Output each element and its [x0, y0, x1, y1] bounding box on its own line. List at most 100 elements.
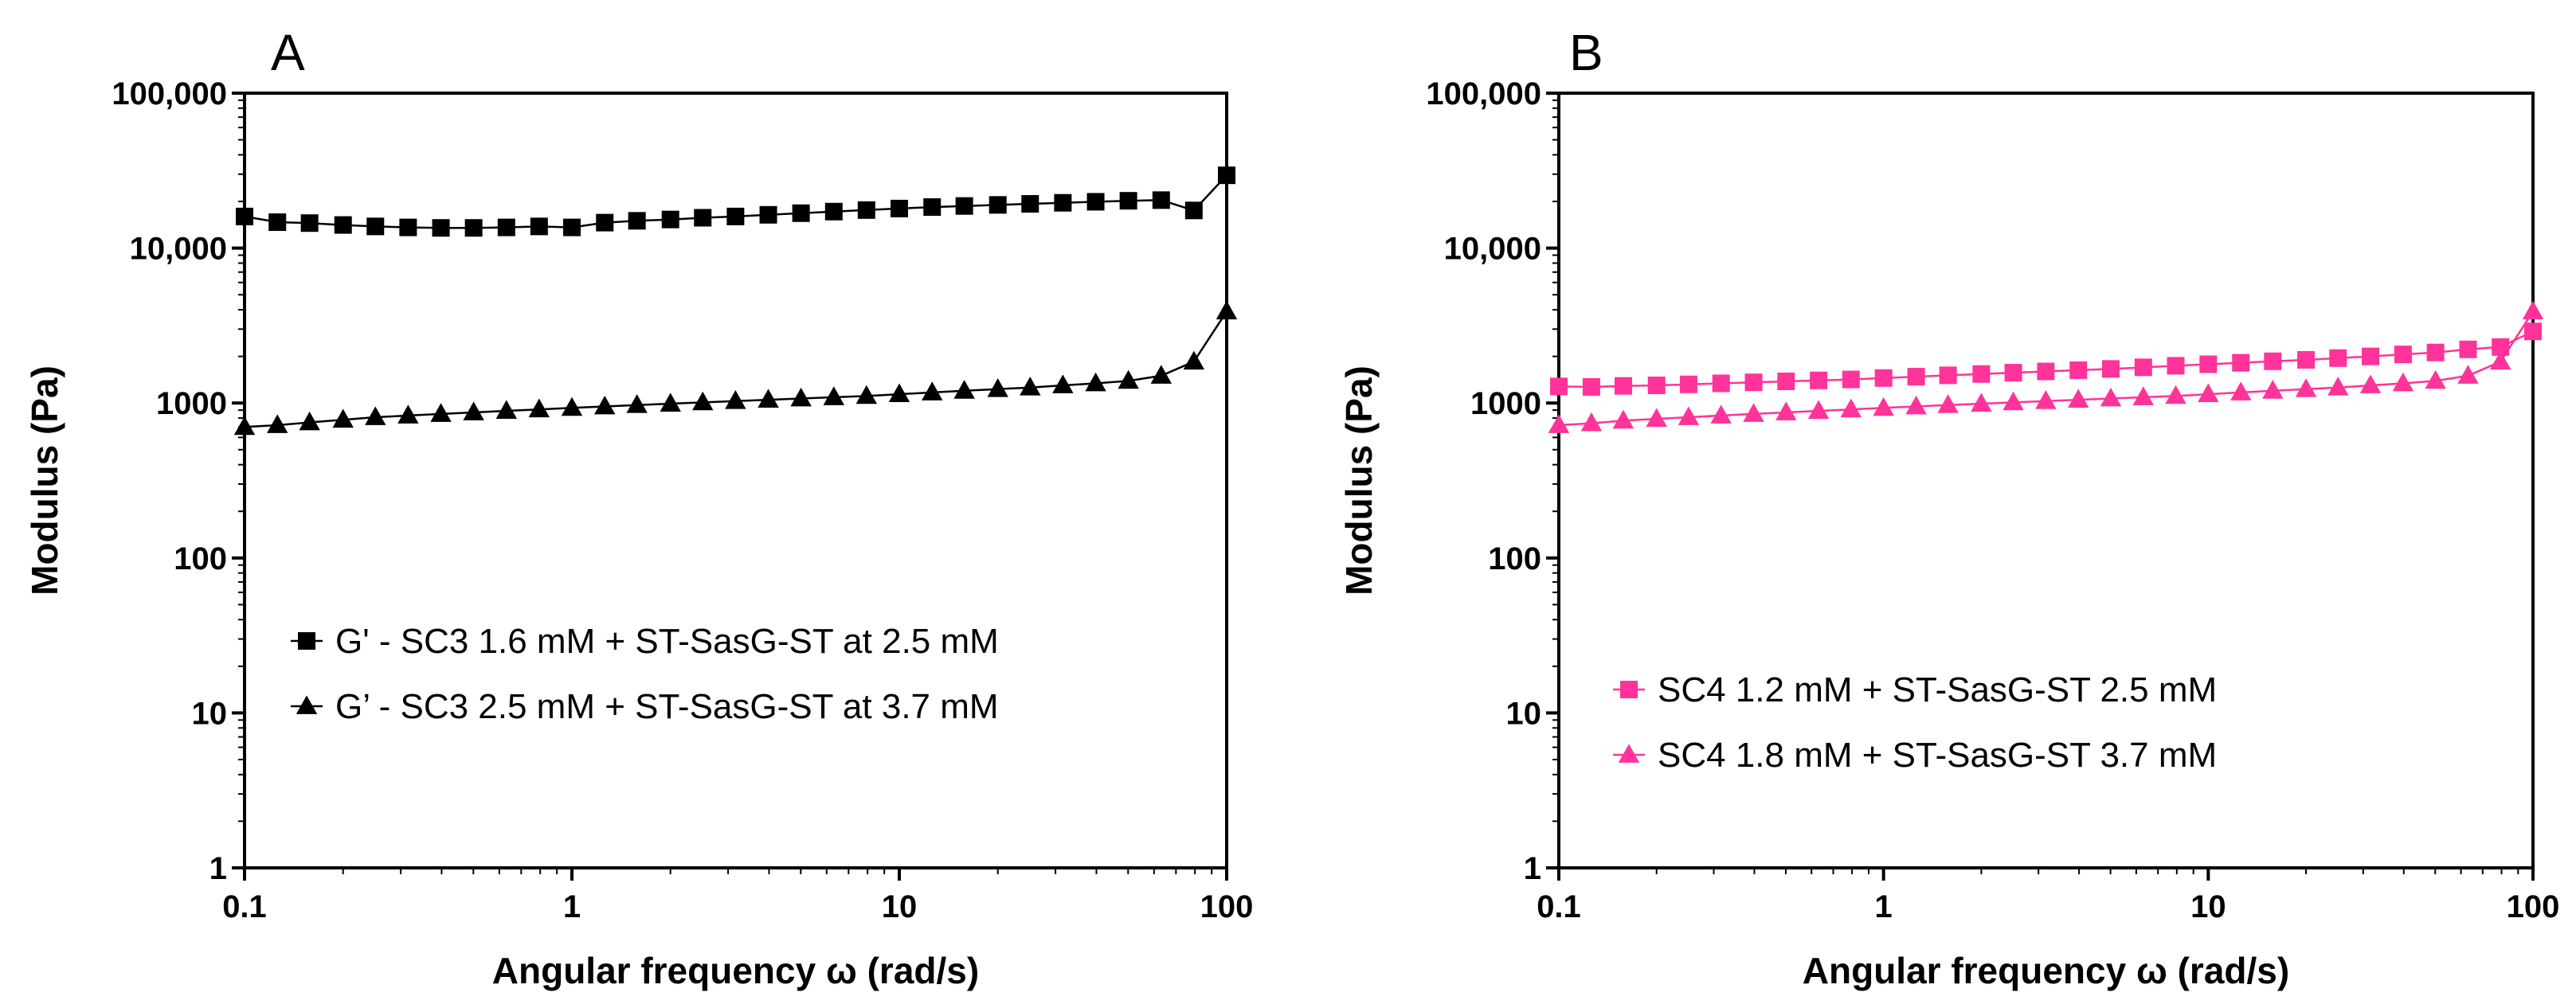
data-point — [236, 207, 253, 225]
data-point — [1679, 375, 1697, 393]
y-tick-label: 10 — [1506, 696, 1542, 731]
data-point — [1807, 400, 1830, 419]
data-point — [1550, 377, 1568, 396]
data-point — [2165, 385, 2186, 404]
data-point — [2101, 360, 2120, 378]
legend-label: G’ - SC3 2.5 mM + ST-SasG-ST at 3.7 mM — [335, 687, 999, 726]
data-point — [1150, 365, 1173, 384]
data-point — [2524, 322, 2542, 341]
legend-item: SC4 1.2 mM + ST-SasG-ST 2.5 mM — [1613, 670, 2217, 709]
data-point — [1614, 377, 1632, 395]
data-point — [2459, 340, 2477, 358]
x-axis-title: Angular frequency ω (rad/s) — [492, 950, 979, 991]
data-point — [1183, 350, 1205, 370]
data-point — [2068, 389, 2089, 408]
data-point — [463, 401, 484, 420]
data-point — [1118, 369, 1139, 389]
data-point — [1582, 377, 1600, 396]
data-point — [2362, 347, 2380, 365]
data-point — [334, 216, 352, 234]
data-point — [267, 414, 288, 433]
y-tick-label: 10,000 — [130, 232, 227, 267]
data-point — [2134, 358, 2152, 377]
data-point — [2327, 377, 2349, 396]
data-point — [891, 199, 908, 217]
data-point — [2295, 378, 2317, 397]
data-point — [1184, 201, 1203, 220]
data-point — [2457, 365, 2479, 384]
series-line — [244, 311, 1228, 428]
data-point — [2002, 391, 2024, 411]
triangle-marker-icon — [296, 695, 318, 714]
data-point — [1085, 372, 1106, 392]
data-point — [792, 204, 810, 222]
data-point — [2425, 369, 2446, 389]
data-point — [1840, 398, 1862, 418]
data-point — [1937, 394, 1959, 413]
x-tick-label: 0.1 — [222, 889, 267, 924]
data-point — [1939, 366, 1957, 385]
x-tick-label: 10 — [2190, 889, 2226, 924]
data-point — [1548, 414, 1570, 433]
data-point — [1678, 406, 1700, 425]
data-point — [2262, 380, 2284, 399]
data-point — [2522, 300, 2544, 320]
data-point — [692, 391, 714, 411]
data-point — [2100, 387, 2122, 407]
data-point — [2198, 383, 2219, 403]
series-1 — [236, 166, 1235, 237]
data-point — [989, 196, 1007, 214]
data-point — [1777, 372, 1795, 390]
data-point — [626, 394, 648, 413]
y-tick-label: 100,000 — [112, 76, 227, 111]
data-point — [1810, 371, 1828, 389]
square-marker-icon — [298, 632, 315, 650]
series-2 — [1548, 300, 2544, 433]
data-point — [1775, 401, 1797, 420]
data-point — [953, 380, 975, 399]
data-point — [955, 197, 973, 215]
data-point — [233, 416, 256, 436]
panel-label: B — [1569, 24, 1603, 81]
series-2 — [233, 300, 1238, 436]
data-point — [1710, 404, 1732, 424]
plot-frame — [243, 92, 1228, 869]
data-point — [2230, 381, 2252, 400]
data-point — [1971, 393, 1992, 412]
data-point — [824, 202, 843, 221]
data-point — [2199, 355, 2218, 373]
data-point — [495, 400, 518, 419]
data-point — [1052, 374, 1074, 393]
data-point — [1021, 195, 1039, 213]
data-point — [2232, 354, 2250, 372]
data-point — [790, 387, 812, 407]
plot-frame — [1557, 92, 2535, 869]
x-tick-label: 10 — [882, 889, 918, 924]
panel-label: A — [271, 24, 305, 81]
data-point — [365, 406, 386, 425]
data-point — [660, 393, 681, 412]
data-point — [2132, 386, 2155, 405]
data-point — [759, 205, 777, 224]
data-point — [1216, 300, 1238, 320]
data-point — [888, 383, 910, 403]
data-point — [432, 219, 450, 237]
data-point — [366, 217, 385, 236]
legend-label: SC4 1.2 mM + ST-SasG-ST 2.5 mM — [1658, 670, 2217, 709]
data-point — [2329, 349, 2347, 367]
data-point — [1972, 365, 1991, 383]
legend-item: G' - SC3 1.6 mM + ST-SasG-ST at 2.5 mM — [291, 622, 999, 661]
legend: SC4 1.2 mM + ST-SasG-ST 2.5 mM SC4 1.8 mM… — [1613, 670, 2217, 775]
data-point — [268, 213, 287, 232]
data-point — [430, 403, 452, 422]
y-tick-label: 100,000 — [1426, 76, 1541, 111]
x-tick-label: 0.1 — [1537, 889, 1581, 924]
data-point — [661, 210, 679, 229]
legend: G' - SC3 1.6 mM + ST-SasG-ST at 2.5 mM G’… — [291, 622, 999, 726]
data-point — [2359, 374, 2382, 393]
data-point — [563, 218, 581, 236]
triangle-marker-icon — [1618, 744, 1640, 763]
x-tick-label: 1 — [563, 889, 581, 924]
